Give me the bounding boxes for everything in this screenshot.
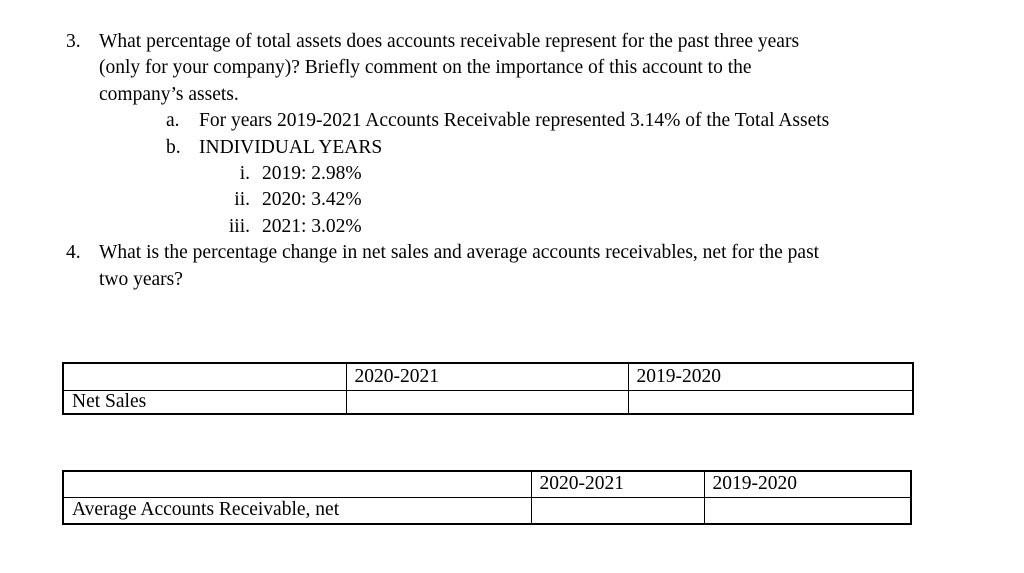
question-3-line-3: company’s assets. xyxy=(0,82,1024,108)
year-2020-marker: ii. xyxy=(234,189,250,211)
question-4-line-1: 4. What is the percentage change in net s… xyxy=(0,240,1024,266)
avg-ar-header-2019-2020: 2019-2020 xyxy=(703,470,912,498)
item-a-marker: a. xyxy=(166,110,180,132)
question-4-text-cont: two years? xyxy=(99,268,183,290)
question-3-line-2: (only for your company)? Briefly comment… xyxy=(0,55,1024,81)
answer-item-b: b. INDIVIDUAL YEARS xyxy=(0,135,1024,161)
net-sales-header-blank xyxy=(62,362,347,391)
net-sales-data-row: Net Sales xyxy=(62,389,914,414)
year-2021-value: 2021: 3.02% xyxy=(262,215,362,237)
avg-ar-data-row: Average Accounts Receivable, net xyxy=(62,496,912,525)
item-b-text: INDIVIDUAL YEARS xyxy=(199,136,383,158)
question-3-text-cont: company’s assets. xyxy=(99,83,239,105)
question-3-number: 3. xyxy=(66,31,81,52)
net-sales-header-2019-2020: 2019-2020 xyxy=(627,362,914,391)
avg-ar-header-blank xyxy=(62,470,532,498)
answer-item-a: a. For years 2019-2021 Accounts Receivabl… xyxy=(0,108,1024,134)
question-4-text: What is the percentage change in net sal… xyxy=(99,242,820,264)
net-sales-header-row: 2020-2021 2019-2020 xyxy=(62,362,914,391)
avg-ar-answer-cell-2020-2021[interactable] xyxy=(530,496,705,525)
item-b-marker: b. xyxy=(166,136,181,158)
net-sales-header-2020-2021: 2020-2021 xyxy=(345,362,629,391)
question-3-line-1: 3. What percentage of total assets does a… xyxy=(0,29,1024,55)
question-4-line-2: two years? xyxy=(0,267,1024,293)
avg-ar-row-label: Average Accounts Receivable, net xyxy=(62,496,532,525)
avg-ar-answer-cell-2019-2020[interactable] xyxy=(703,496,912,525)
question-3-text-cont: (only for your company)? Briefly comment… xyxy=(99,57,752,79)
year-2019-value: 2019: 2.98% xyxy=(262,163,362,185)
avg-ar-header-2020-2021: 2020-2021 xyxy=(530,470,705,498)
net-sales-answer-cell-2019-2020[interactable] xyxy=(627,389,914,414)
question-4-number: 4. xyxy=(66,242,81,264)
year-2021-marker: iii. xyxy=(228,215,250,237)
question-text-block: 3. What percentage of total assets does a… xyxy=(0,29,1024,293)
avg-accounts-receivable-table: 2020-2021 2019-2020 Average Accounts Rec… xyxy=(62,470,912,525)
question-3-text: What percentage of total assets does acc… xyxy=(99,31,800,52)
net-sales-row-label: Net Sales xyxy=(62,389,347,414)
net-sales-table: 2020-2021 2019-2020 Net Sales xyxy=(62,362,914,415)
year-item-2020: ii. 2020: 3.42% xyxy=(0,187,1024,213)
avg-ar-header-row: 2020-2021 2019-2020 xyxy=(62,470,912,498)
net-sales-answer-cell-2020-2021[interactable] xyxy=(345,389,629,414)
year-2020-value: 2020: 3.42% xyxy=(262,189,362,211)
year-item-2019: i. 2019: 2.98% xyxy=(0,161,1024,187)
item-a-text: For years 2019-2021 Accounts Receivable … xyxy=(199,110,830,132)
year-2019-marker: i. xyxy=(239,163,250,185)
year-item-2021: iii. 2021: 3.02% xyxy=(0,214,1024,240)
